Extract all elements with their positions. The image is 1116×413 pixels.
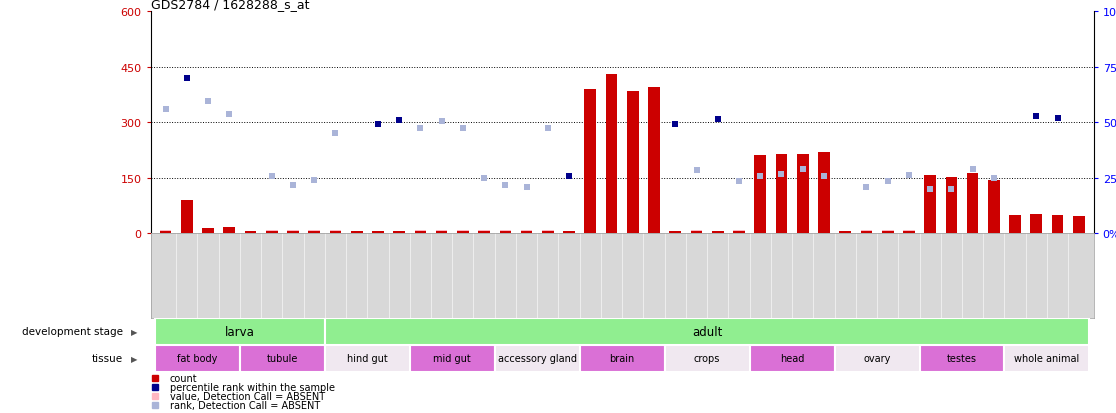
Bar xyxy=(414,232,426,233)
Bar xyxy=(287,232,299,233)
Bar xyxy=(606,75,617,233)
Text: head: head xyxy=(780,353,805,363)
Text: accessory gland: accessory gland xyxy=(498,353,577,363)
Bar xyxy=(665,345,750,372)
Bar xyxy=(435,231,448,233)
Text: development stage: development stage xyxy=(21,326,123,337)
Bar xyxy=(458,232,469,233)
Bar xyxy=(521,231,532,233)
Bar xyxy=(500,232,511,233)
Text: brain: brain xyxy=(609,353,635,363)
Bar xyxy=(882,231,894,233)
Bar xyxy=(479,232,490,233)
Bar xyxy=(521,232,532,233)
Text: count: count xyxy=(170,373,198,383)
Text: testes: testes xyxy=(947,353,976,363)
Bar xyxy=(945,177,958,233)
Bar xyxy=(240,345,325,372)
Bar xyxy=(733,231,744,233)
Bar xyxy=(329,232,341,233)
Bar xyxy=(691,232,702,233)
Bar xyxy=(691,231,702,233)
Bar xyxy=(329,231,341,233)
Bar xyxy=(266,231,278,233)
Text: adult: adult xyxy=(692,325,722,338)
Bar xyxy=(325,345,410,372)
Text: ▶: ▶ xyxy=(131,354,137,363)
Bar xyxy=(882,232,894,233)
Bar xyxy=(920,345,1004,372)
Bar xyxy=(223,229,235,233)
Bar xyxy=(1030,214,1042,233)
Bar xyxy=(160,231,172,233)
Bar xyxy=(542,232,554,233)
Bar xyxy=(287,231,299,233)
Bar xyxy=(966,173,979,233)
Text: hind gut: hind gut xyxy=(347,353,387,363)
Bar xyxy=(839,232,852,233)
Bar xyxy=(435,232,448,233)
Bar xyxy=(325,318,1089,345)
Bar xyxy=(350,232,363,233)
Bar xyxy=(860,231,873,233)
Bar xyxy=(181,200,193,233)
Bar xyxy=(223,228,235,233)
Bar xyxy=(797,154,809,233)
Bar xyxy=(750,345,835,372)
Bar xyxy=(670,232,681,233)
Bar xyxy=(733,232,744,233)
Bar xyxy=(202,228,214,233)
Bar xyxy=(903,231,915,233)
Bar xyxy=(308,231,320,233)
Text: ovary: ovary xyxy=(864,353,891,363)
Bar xyxy=(479,231,490,233)
Text: value, Detection Call = ABSENT: value, Detection Call = ABSENT xyxy=(170,391,325,401)
Bar xyxy=(860,232,873,233)
Text: mid gut: mid gut xyxy=(433,353,471,363)
Text: ▶: ▶ xyxy=(131,327,137,336)
Bar xyxy=(155,318,325,345)
Text: GDS2784 / 1628288_s_at: GDS2784 / 1628288_s_at xyxy=(151,0,309,11)
Bar xyxy=(903,232,915,233)
Bar xyxy=(776,154,787,233)
Bar xyxy=(372,232,384,233)
Bar xyxy=(160,232,172,233)
Bar xyxy=(1009,216,1021,233)
Text: tissue: tissue xyxy=(92,353,123,363)
Bar xyxy=(202,228,214,233)
Text: percentile rank within the sample: percentile rank within the sample xyxy=(170,382,335,392)
Bar xyxy=(564,232,575,233)
Bar xyxy=(1072,216,1085,233)
Bar xyxy=(266,232,278,233)
Text: rank, Detection Call = ABSENT: rank, Detection Call = ABSENT xyxy=(170,400,320,410)
Bar xyxy=(542,231,554,233)
Bar xyxy=(712,232,723,233)
Text: larva: larva xyxy=(225,325,254,338)
Bar xyxy=(414,231,426,233)
Bar xyxy=(155,345,240,372)
Bar xyxy=(579,345,665,372)
Bar xyxy=(500,231,511,233)
Text: tubule: tubule xyxy=(267,353,298,363)
Bar xyxy=(458,231,469,233)
Bar xyxy=(1051,216,1064,233)
Bar xyxy=(818,153,830,233)
Bar xyxy=(1004,345,1089,372)
Bar xyxy=(308,232,320,233)
Text: crops: crops xyxy=(694,353,720,363)
Bar xyxy=(648,88,660,233)
Text: fat body: fat body xyxy=(177,353,218,363)
Bar xyxy=(585,90,596,233)
Bar xyxy=(924,175,936,233)
Bar xyxy=(754,156,766,233)
Bar xyxy=(494,345,579,372)
Text: whole animal: whole animal xyxy=(1014,353,1079,363)
Bar xyxy=(835,345,920,372)
Bar xyxy=(410,345,494,372)
Bar xyxy=(393,232,405,233)
Bar xyxy=(988,180,1000,233)
Bar xyxy=(244,232,257,233)
Bar xyxy=(627,92,638,233)
